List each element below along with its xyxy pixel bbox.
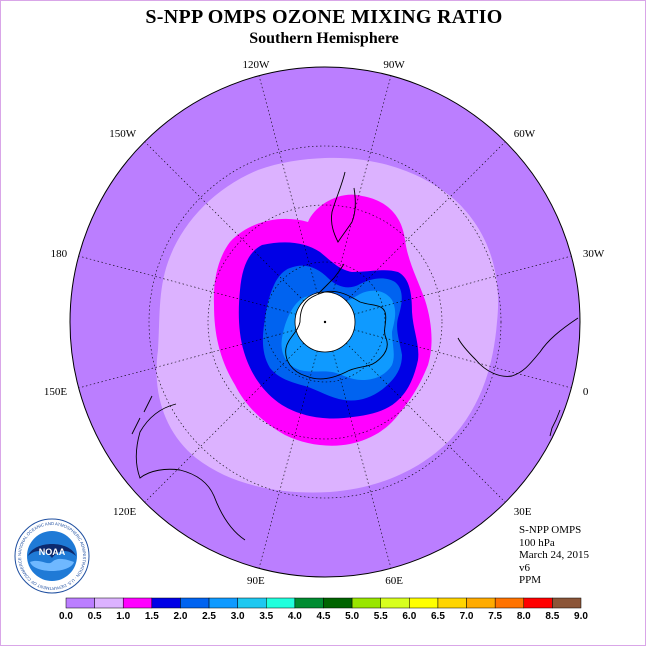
colorbar-tick-label: 7.5 [488,611,502,622]
longitude-label: 150E [44,386,68,398]
new-zealand-coast [131,395,153,435]
noaa-logo-text: NOAA [39,547,66,557]
meridian-line [78,255,297,315]
longitude-label: 30E [514,506,532,518]
map-subtitle: Southern Hemisphere [249,30,399,47]
map-boundary [69,66,581,578]
colorbar-tick-label: 3.0 [231,611,245,622]
colorbar-swatch [266,597,296,609]
meridian-lines [78,75,572,569]
colorbar-tick-label: 8.5 [545,611,559,622]
south-pole-marker [323,320,327,324]
colorbar-tick-label: 6.5 [431,611,445,622]
meridian-line [78,329,297,389]
longitude-label: 90E [247,575,265,587]
australia-coast [135,403,246,541]
colorbar-swatch [409,597,439,609]
colorbar-swatch [494,597,525,609]
info-units: PPM [519,574,542,586]
longitude-label: 60E [385,575,403,587]
info-version: v6 [519,561,530,574]
colorbar-swatch [380,597,410,609]
colorbar-tick-label: 8.0 [517,611,531,622]
colorbar-tick-label: 1.5 [145,611,159,622]
colorbar-tick-label: 4.5 [317,611,331,622]
longitude-label: 0 [583,386,589,398]
colorbar-tick-label: 0.0 [59,611,73,622]
meridian-line [353,329,572,389]
colorbar-tick-label: 5.5 [374,611,388,622]
colorbar-tick-label: 5.0 [345,611,359,622]
colorbar-tick-label: 1.0 [116,611,130,622]
colorbar-swatch [466,597,496,609]
longitude-label: 150W [109,128,137,140]
colorbar-tick-label: 9.0 [574,611,588,622]
meridian-line [144,141,304,301]
meridian-line [144,343,304,503]
coastlines [131,171,579,541]
colorbar-swatch [208,597,238,609]
meridian-line [346,141,506,301]
info-level: 100 hPa [519,536,555,549]
noaa-logo: NOAA NATIONAL OCEANIC AND ATMOSPHERIC AD… [14,518,90,594]
colorbar-swatch [523,597,553,609]
info-date: March 24, 2015 [519,549,589,561]
colorbar-swatch [351,597,381,609]
longitude-label: 180 [51,248,68,260]
colorbar-tick-label: 6.0 [402,611,416,622]
south-america-coast [331,171,356,243]
africa-coast [457,317,579,377]
colorbar-swatch [180,597,210,609]
meridian-line [332,75,392,294]
colorbar: 0.0 0.5 1.0 1.5 2.0 2.5 3.0 3.5 4.0 4.5 5.0 5.5 6.0 6… [59,597,588,622]
colorbar-tick-label: 4.0 [288,611,302,622]
longitude-label: 120W [242,59,270,71]
colorbar-tick-label: 2.5 [202,611,216,622]
longitude-label: 120E [113,506,137,518]
meridian-line [258,350,318,569]
antarctica-coast [285,290,388,380]
colorbar-tick-label: 7.0 [460,611,474,622]
meridian-line [258,75,318,294]
meridian-line [332,350,392,569]
meridian-line [353,255,572,315]
info-instrument: S-NPP OMPS [519,524,582,536]
colorbar-tick-label: 0.5 [88,611,102,622]
colorbar-swatch [294,597,324,609]
longitude-labels: 90W 60W 30W 0 30E 60E 90E 120E 150E 180 150W 120W [44,59,605,587]
madagascar-coast [549,409,561,437]
colorbar-swatch [323,597,353,609]
longitude-label: 30W [583,248,605,260]
longitude-label: 60W [514,128,536,140]
colorbar-tick-label: 3.5 [259,611,273,622]
colorbar-swatch [94,597,124,609]
latitude-lines [148,145,502,499]
colorbar-swatch [122,597,153,609]
latitude-circle-1 [264,261,386,383]
map-title: S-NPP OMPS OZONE MIXING RATIO [145,6,503,28]
latitude-circle-2 [207,204,443,440]
colorbar-tick-label: 2.0 [173,611,187,622]
colorbar-swatch [437,597,467,609]
colorbar-swatch [552,597,582,609]
longitude-label: 90W [383,59,405,71]
colorbar-swatch [237,597,267,609]
colorbar-swatch [65,597,95,609]
antarctic-peninsula [317,263,345,295]
latitude-circle-3 [148,145,502,499]
map-info: S-NPP OMPS 100 hPa March 24, 2015 v6 PPM [519,524,589,587]
colorbar-swatch [151,597,181,609]
meridian-line [346,343,506,503]
